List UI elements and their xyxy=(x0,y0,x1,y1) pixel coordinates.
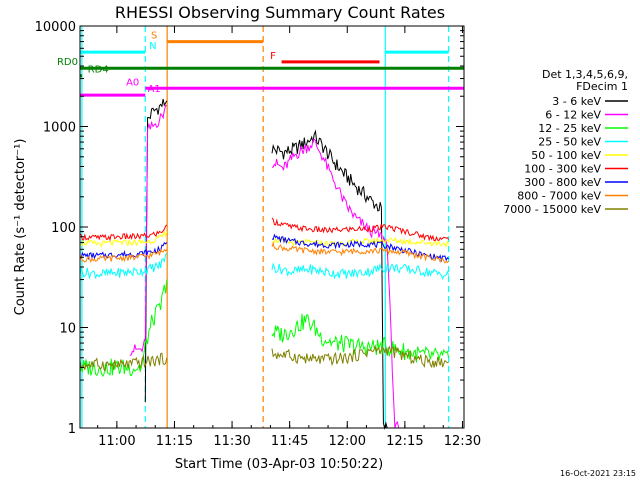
legend-label-2: 12 - 25 keV xyxy=(538,122,601,135)
x-tick-label-5: 12:15 xyxy=(386,434,423,449)
series-line-4-seg1 xyxy=(79,230,168,249)
legend-header-0: Det 1,3,4,5,6,9, xyxy=(542,68,628,81)
legend-label-0: 3 - 6 keV xyxy=(552,95,601,108)
legend-label-6: 300 - 800 keV xyxy=(524,176,601,189)
x-tick-label-1: 11:15 xyxy=(156,434,193,449)
series-line-3-seg1 xyxy=(79,252,168,280)
legend-label-3: 25 - 50 keV xyxy=(538,136,601,149)
legend-header-1: FDecim 1 xyxy=(576,80,628,93)
flag-label-n: N xyxy=(149,41,156,52)
flag-label-f: F xyxy=(270,51,276,62)
legend-label-1: 6 - 12 keV xyxy=(545,109,601,122)
series-line-5-seg1 xyxy=(79,224,168,242)
series-line-5-seg2 xyxy=(271,217,450,242)
legend-label-8: 7000 - 15000 keV xyxy=(503,203,601,216)
legend-label-5: 100 - 300 keV xyxy=(524,163,601,176)
flag-label-a0: A0 xyxy=(126,77,139,88)
y-tick-label-0: 1 xyxy=(68,422,76,437)
series-line-2-seg1 xyxy=(79,279,168,378)
x-axis-label: Start Time (03-Apr-03 10:50:22) xyxy=(175,457,383,472)
legend-label-7: 800 - 7000 keV xyxy=(517,190,601,203)
series-line-1-seg2 xyxy=(271,138,400,429)
x-tick-label-0: 11:00 xyxy=(98,434,135,449)
x-tick-label-3: 11:45 xyxy=(271,434,308,449)
x-tick-label-6: 12:30 xyxy=(444,434,481,449)
x-tick-label-4: 12:00 xyxy=(329,434,366,449)
flag-label-rd4: RD4 xyxy=(88,65,109,76)
x-tick-label-2: 11:30 xyxy=(213,434,250,449)
axes-ticks: 11:00 11:15 11:30 11:45 12:00 12:15 12:30 1 10 10… xyxy=(35,20,482,449)
series-lines xyxy=(79,98,450,430)
footer-timestamp: 16-Oct-2021 23:15 xyxy=(560,469,636,478)
flag-label-a1: A1 xyxy=(148,84,161,95)
chart-title: RHESSI Observing Summary Count Rates xyxy=(115,3,445,22)
y-tick-label-3: 1000 xyxy=(43,121,76,136)
series-line-8-seg1 xyxy=(79,352,168,372)
flag-label-s: S xyxy=(151,31,157,42)
series-line-0-seg2 xyxy=(271,129,388,430)
series-line-0-seg1 xyxy=(144,98,168,403)
series-line-8-seg2 xyxy=(271,344,449,369)
y-tick-label-4: 10000 xyxy=(35,20,76,35)
series-line-3-seg2 xyxy=(271,262,450,281)
series-line-7-seg1 xyxy=(79,248,168,263)
y-axis-label: Count Rate (s⁻¹ detector⁻¹) xyxy=(13,139,28,316)
y-tick-label-1: 10 xyxy=(59,322,76,337)
series-line-1-seg1 xyxy=(129,104,168,356)
series-line-6-seg2 xyxy=(271,233,449,263)
y-tick-label-2: 100 xyxy=(51,221,76,236)
legend-label-4: 50 - 100 keV xyxy=(531,149,601,162)
flag-label-rd0: RD0 xyxy=(57,57,78,68)
flag-bars: NS F RD0 RD4 A0 A1 xyxy=(57,31,464,97)
series-line-7-seg2 xyxy=(271,241,450,264)
series-line-6-seg1 xyxy=(79,242,168,261)
series-line-2-seg2 xyxy=(271,313,450,363)
